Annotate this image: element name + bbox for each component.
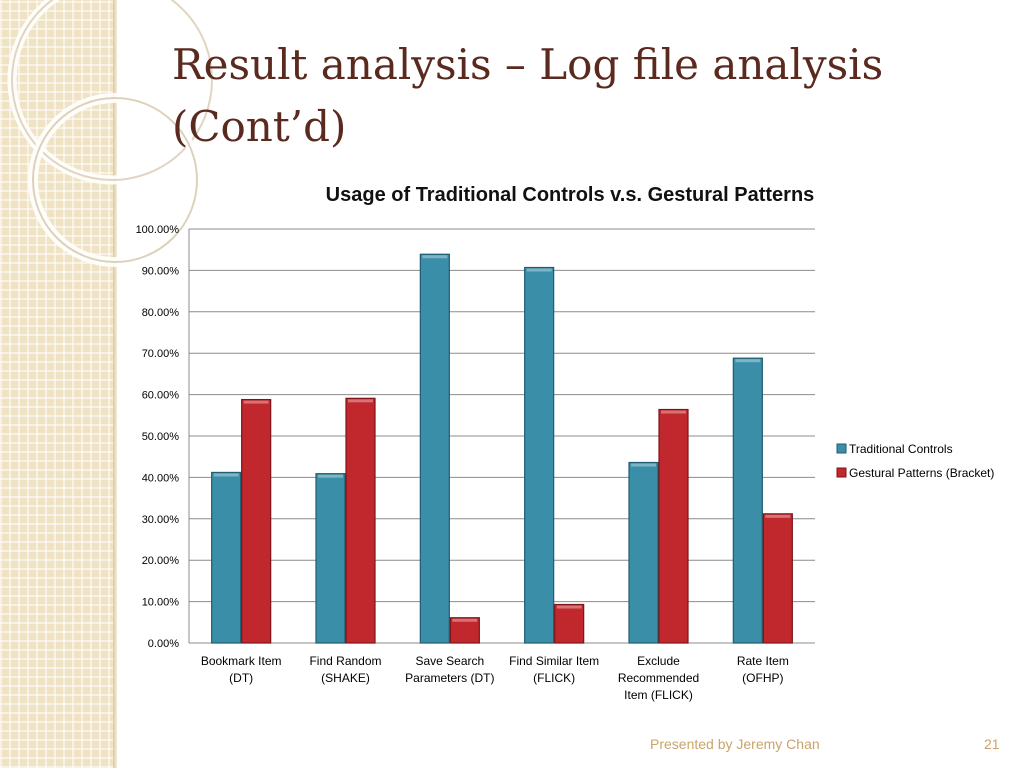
chart-title: Usage of Traditional Controls v.s. Gestu… — [325, 184, 815, 206]
bar-highlight — [735, 359, 761, 363]
y-tick-label: 90.00% — [142, 265, 180, 277]
slide-title: Result analysis – Log file analysis (Con… — [172, 34, 972, 158]
bar-highlight — [422, 255, 448, 259]
y-tick-label: 30.00% — [142, 514, 180, 526]
side-band-edge — [113, 0, 117, 768]
bar-traditional — [419, 253, 450, 644]
bar-highlight — [318, 474, 343, 478]
y-tick-label: 70.00% — [142, 348, 180, 360]
x-tick-label: Find Similar Item — [509, 654, 599, 668]
y-tick-label: 0.00% — [148, 638, 179, 650]
x-tick-label: (FLICK) — [533, 671, 575, 685]
legend-swatch — [836, 443, 847, 454]
legend-label: Gestural Patterns (Bracket) — [849, 466, 994, 480]
y-tick-label: 100.00% — [136, 224, 180, 236]
bar-highlight — [526, 268, 552, 272]
bar-highlight — [452, 618, 478, 622]
bar-gestural — [762, 513, 793, 644]
page-number: 21 — [984, 736, 1000, 752]
slide-title-line2: (Cont’d) — [172, 102, 347, 151]
bar-traditional — [628, 461, 659, 644]
bar-highlight — [556, 605, 582, 609]
y-tick-label: 20.00% — [142, 555, 180, 567]
bar-highlight — [213, 473, 239, 477]
x-tick-label: Rate Item — [737, 654, 789, 668]
bar-highlight — [661, 410, 686, 414]
x-tick-label: (SHAKE) — [321, 671, 370, 685]
bar-traditional — [315, 473, 346, 644]
legend-label: Traditional Controls — [849, 442, 953, 456]
y-tick-label: 80.00% — [142, 307, 180, 319]
x-tick-label: Exclude — [637, 654, 680, 668]
y-tick-label: 10.00% — [142, 597, 180, 609]
legend-swatch — [836, 467, 847, 478]
bar-gestural — [554, 603, 585, 644]
slide-title-line1: Result analysis – Log file analysis — [172, 40, 884, 89]
y-tick-label: 50.00% — [142, 431, 180, 443]
x-tick-label: (DT) — [229, 671, 253, 685]
x-tick-label: Bookmark Item — [201, 654, 282, 668]
x-tick-label: Save Search — [415, 654, 484, 668]
bar-traditional — [524, 266, 555, 644]
bar-highlight — [631, 463, 656, 467]
bar-traditional — [732, 357, 763, 644]
x-tick-label: Find Random — [309, 654, 381, 668]
x-tick-label: Item (FLICK) — [624, 688, 693, 702]
bar-gestural — [658, 408, 689, 644]
bar-highlight — [765, 514, 791, 518]
bar-traditional — [211, 471, 242, 644]
bar-gestural — [345, 397, 376, 644]
x-tick-label: Recommended — [618, 671, 699, 685]
bar-highlight — [348, 399, 373, 403]
x-tick-label: (OFHP) — [742, 671, 783, 685]
y-tick-label: 40.00% — [142, 472, 180, 484]
bar-highlight — [243, 400, 269, 404]
footer-presenter: Presented by Jeremy Chan — [650, 736, 820, 752]
y-tick-label: 60.00% — [142, 390, 180, 402]
x-tick-label: Parameters (DT) — [405, 671, 494, 685]
bar-gestural — [241, 398, 272, 644]
bar-gestural — [449, 617, 480, 644]
